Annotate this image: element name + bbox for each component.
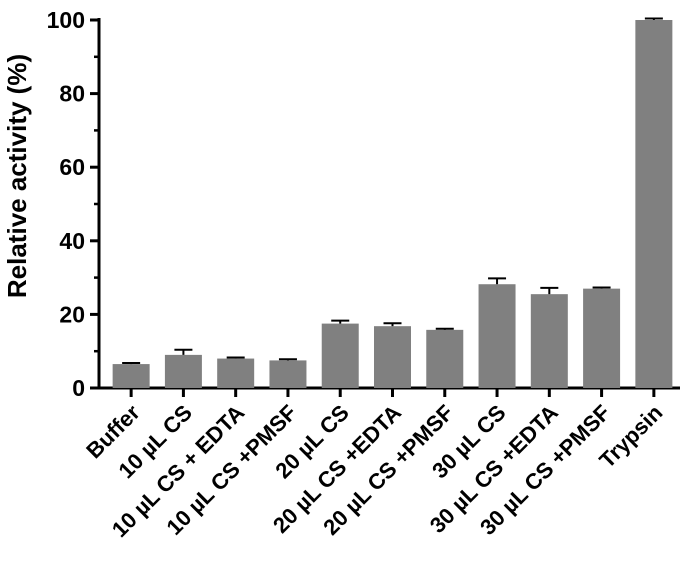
y-tick-label: 100 [47, 7, 85, 33]
y-tick-label: 80 [59, 81, 85, 107]
bar [164, 354, 202, 388]
bar [269, 360, 307, 388]
bar [112, 364, 150, 388]
bar [374, 326, 411, 388]
bar [583, 288, 621, 388]
y-axis-label: Relative activity (%) [2, 54, 32, 298]
bar [478, 284, 516, 388]
y-tick-label: 0 [72, 375, 85, 401]
y-tick-label: 20 [59, 301, 85, 327]
y-tick-label: 60 [59, 154, 85, 180]
bar [321, 323, 359, 388]
bar [217, 358, 255, 388]
y-tick-label: 40 [59, 228, 85, 254]
bar [426, 329, 464, 388]
bar [530, 294, 568, 388]
bars [112, 17, 673, 388]
bar [635, 20, 673, 388]
